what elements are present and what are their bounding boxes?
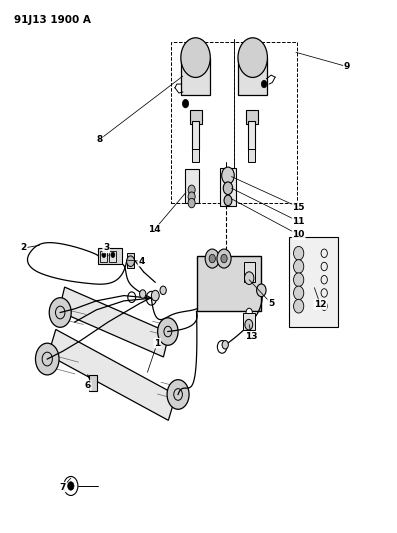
Circle shape xyxy=(222,341,228,349)
Circle shape xyxy=(35,343,59,375)
Circle shape xyxy=(140,290,146,298)
Bar xyxy=(244,262,254,282)
Circle shape xyxy=(67,482,74,490)
Circle shape xyxy=(151,290,159,301)
Text: 2: 2 xyxy=(21,244,27,253)
Circle shape xyxy=(245,319,253,330)
Circle shape xyxy=(111,252,115,257)
Text: 11: 11 xyxy=(293,217,305,226)
Circle shape xyxy=(256,284,266,297)
Circle shape xyxy=(102,252,106,257)
Bar xyxy=(109,251,116,262)
Text: 15: 15 xyxy=(293,203,305,212)
Circle shape xyxy=(293,246,304,260)
Circle shape xyxy=(160,286,166,295)
Text: 14: 14 xyxy=(148,225,161,234)
Text: 3: 3 xyxy=(103,244,109,253)
Text: 8: 8 xyxy=(96,135,103,144)
Bar xyxy=(243,312,254,330)
Bar xyxy=(98,248,122,264)
Bar xyxy=(220,167,236,206)
Bar xyxy=(89,375,97,391)
Circle shape xyxy=(182,99,189,108)
Circle shape xyxy=(293,286,304,300)
Text: 13: 13 xyxy=(245,332,258,341)
Circle shape xyxy=(181,38,210,77)
Bar xyxy=(127,253,135,268)
Circle shape xyxy=(167,379,189,409)
Circle shape xyxy=(245,272,254,285)
Circle shape xyxy=(49,298,71,327)
Bar xyxy=(238,58,267,95)
Circle shape xyxy=(209,254,216,263)
Circle shape xyxy=(246,308,252,317)
Bar xyxy=(185,168,198,203)
Polygon shape xyxy=(59,287,169,357)
Bar xyxy=(171,42,297,203)
Polygon shape xyxy=(48,329,176,421)
Circle shape xyxy=(188,198,195,208)
Bar xyxy=(249,121,255,150)
Circle shape xyxy=(217,249,231,268)
Bar xyxy=(192,121,199,150)
Text: 4: 4 xyxy=(138,257,145,266)
Text: 1: 1 xyxy=(154,338,160,348)
Bar xyxy=(289,237,338,327)
Circle shape xyxy=(158,318,178,345)
Bar xyxy=(181,58,210,95)
Text: 10: 10 xyxy=(293,230,305,239)
Text: 6: 6 xyxy=(85,381,91,390)
Bar xyxy=(192,149,199,162)
Bar xyxy=(190,110,202,124)
Bar xyxy=(100,251,107,262)
Circle shape xyxy=(127,256,135,266)
Circle shape xyxy=(293,260,304,273)
Text: 91J13 1900 A: 91J13 1900 A xyxy=(14,15,91,25)
Bar xyxy=(249,149,255,162)
Circle shape xyxy=(293,273,304,287)
Circle shape xyxy=(188,192,195,201)
Text: 9: 9 xyxy=(344,62,350,71)
Text: 7: 7 xyxy=(60,482,66,491)
Circle shape xyxy=(261,80,267,88)
Bar xyxy=(246,110,258,124)
Text: 5: 5 xyxy=(268,299,274,308)
Circle shape xyxy=(293,300,304,313)
Circle shape xyxy=(222,167,234,184)
Circle shape xyxy=(238,38,268,77)
Circle shape xyxy=(205,249,219,268)
Circle shape xyxy=(221,254,227,263)
Circle shape xyxy=(223,182,233,195)
Text: 12: 12 xyxy=(314,300,326,309)
Circle shape xyxy=(188,185,195,195)
Circle shape xyxy=(224,195,232,206)
Bar xyxy=(197,256,261,311)
